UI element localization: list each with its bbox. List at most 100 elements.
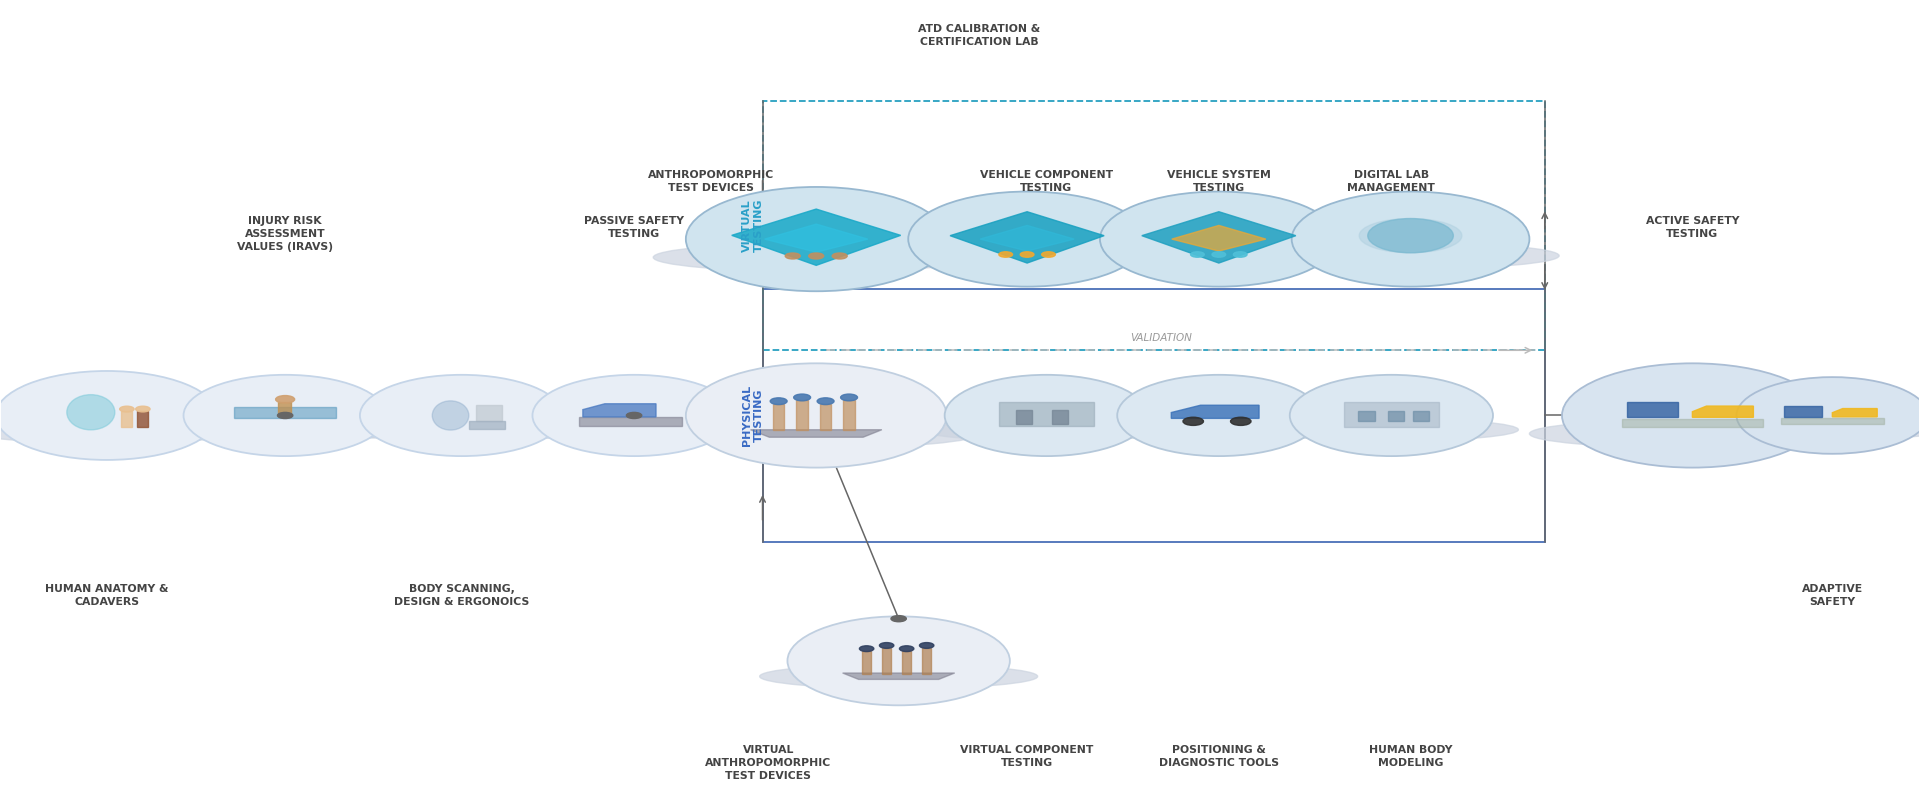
Circle shape <box>793 394 810 401</box>
Text: VIRTUAL
TESTING: VIRTUAL TESTING <box>743 199 764 253</box>
Circle shape <box>685 364 947 467</box>
Circle shape <box>685 187 947 291</box>
Circle shape <box>879 643 895 648</box>
Polygon shape <box>732 209 900 265</box>
Ellipse shape <box>653 243 979 272</box>
Polygon shape <box>843 673 954 679</box>
Ellipse shape <box>1092 419 1346 441</box>
Circle shape <box>136 406 150 412</box>
Bar <box>843 401 854 430</box>
Ellipse shape <box>67 394 115 430</box>
Circle shape <box>808 253 824 259</box>
Bar <box>774 405 783 430</box>
Circle shape <box>0 371 219 460</box>
Bar <box>820 405 831 430</box>
Text: HUMAN ANATOMY &
CADAVERS: HUMAN ANATOMY & CADAVERS <box>44 584 169 607</box>
Bar <box>121 411 132 427</box>
Bar <box>1626 402 1678 417</box>
Circle shape <box>1736 377 1920 454</box>
Bar <box>922 648 931 674</box>
Circle shape <box>1290 375 1494 456</box>
Circle shape <box>908 191 1146 286</box>
Ellipse shape <box>1069 242 1367 269</box>
Bar <box>136 411 148 427</box>
Bar <box>998 402 1094 426</box>
Circle shape <box>860 646 874 652</box>
Text: VALIDATION: VALIDATION <box>1131 333 1192 342</box>
Text: HUMAN BODY
MODELING: HUMAN BODY MODELING <box>1369 745 1452 768</box>
Bar <box>1344 402 1438 427</box>
Bar <box>797 401 808 430</box>
Text: VIRTUAL
ANTHROPOMORPHIC
TEST DEVICES: VIRTUAL ANTHROPOMORPHIC TEST DEVICES <box>705 745 831 781</box>
Circle shape <box>818 397 833 405</box>
Ellipse shape <box>920 419 1173 441</box>
Ellipse shape <box>432 401 468 430</box>
Circle shape <box>945 375 1148 456</box>
Bar <box>580 417 682 426</box>
Polygon shape <box>979 225 1073 251</box>
Circle shape <box>770 397 787 405</box>
Bar <box>278 402 292 416</box>
Text: INJURY RISK
ASSESSMENT
VALUES (IRAVS): INJURY RISK ASSESSMENT VALUES (IRAVS) <box>238 216 334 252</box>
Bar <box>1388 411 1404 421</box>
Bar <box>902 651 912 674</box>
Bar <box>476 405 501 421</box>
Text: DIGITAL LAB
MANAGEMENT: DIGITAL LAB MANAGEMENT <box>1348 170 1436 193</box>
Circle shape <box>278 412 294 419</box>
Bar <box>881 648 891 674</box>
Polygon shape <box>950 212 1104 263</box>
Text: PASSIVE SAFETY
TESTING: PASSIVE SAFETY TESTING <box>584 216 684 239</box>
Circle shape <box>841 394 858 401</box>
Circle shape <box>626 412 641 419</box>
Text: PHYSICAL
TESTING: PHYSICAL TESTING <box>743 385 764 446</box>
Circle shape <box>998 252 1012 257</box>
Text: VEHICLE SYSTEM
TESTING: VEHICLE SYSTEM TESTING <box>1167 170 1271 193</box>
Polygon shape <box>764 224 868 253</box>
Circle shape <box>1212 252 1225 257</box>
Ellipse shape <box>507 419 760 441</box>
Ellipse shape <box>1359 219 1461 253</box>
Circle shape <box>359 375 563 456</box>
Text: ATD CALIBRATION &
CERTIFICATION LAB: ATD CALIBRATION & CERTIFICATION LAB <box>918 24 1041 47</box>
Ellipse shape <box>1713 419 1920 439</box>
Ellipse shape <box>157 419 413 441</box>
Ellipse shape <box>0 419 246 443</box>
Ellipse shape <box>1261 242 1559 269</box>
Polygon shape <box>234 407 336 419</box>
Circle shape <box>119 406 134 412</box>
Ellipse shape <box>879 242 1175 269</box>
Text: POSITIONING &
DIAGNOSTIC TOOLS: POSITIONING & DIAGNOSTIC TOOLS <box>1160 745 1279 768</box>
Circle shape <box>1367 219 1453 253</box>
Circle shape <box>1043 252 1056 257</box>
Polygon shape <box>1171 225 1265 251</box>
Text: VIRTUAL COMPONENT
TESTING: VIRTUAL COMPONENT TESTING <box>960 745 1094 768</box>
Circle shape <box>920 643 933 648</box>
Circle shape <box>276 396 294 403</box>
Polygon shape <box>1171 405 1260 419</box>
Bar <box>468 421 505 429</box>
Text: ACTIVE SAFETY
TESTING: ACTIVE SAFETY TESTING <box>1645 216 1740 239</box>
Circle shape <box>785 253 801 259</box>
Bar <box>862 651 872 674</box>
Circle shape <box>1231 417 1252 426</box>
Bar <box>1413 411 1428 421</box>
Ellipse shape <box>1265 419 1519 441</box>
Polygon shape <box>584 404 657 417</box>
Circle shape <box>787 616 1010 705</box>
Circle shape <box>532 375 735 456</box>
Bar <box>1359 411 1375 421</box>
Bar <box>1016 409 1031 424</box>
Text: BODY SCANNING,
DESIGN & ERGONOICS: BODY SCANNING, DESIGN & ERGONOICS <box>394 584 530 607</box>
Bar <box>1784 406 1822 417</box>
Circle shape <box>1100 191 1338 286</box>
Bar <box>1780 418 1884 423</box>
Circle shape <box>1117 375 1321 456</box>
Ellipse shape <box>334 419 589 441</box>
Ellipse shape <box>1530 419 1855 448</box>
Polygon shape <box>1142 212 1296 263</box>
Bar <box>1622 419 1763 427</box>
Circle shape <box>1292 191 1530 286</box>
Circle shape <box>1183 417 1204 426</box>
Polygon shape <box>751 430 881 438</box>
Circle shape <box>891 615 906 622</box>
